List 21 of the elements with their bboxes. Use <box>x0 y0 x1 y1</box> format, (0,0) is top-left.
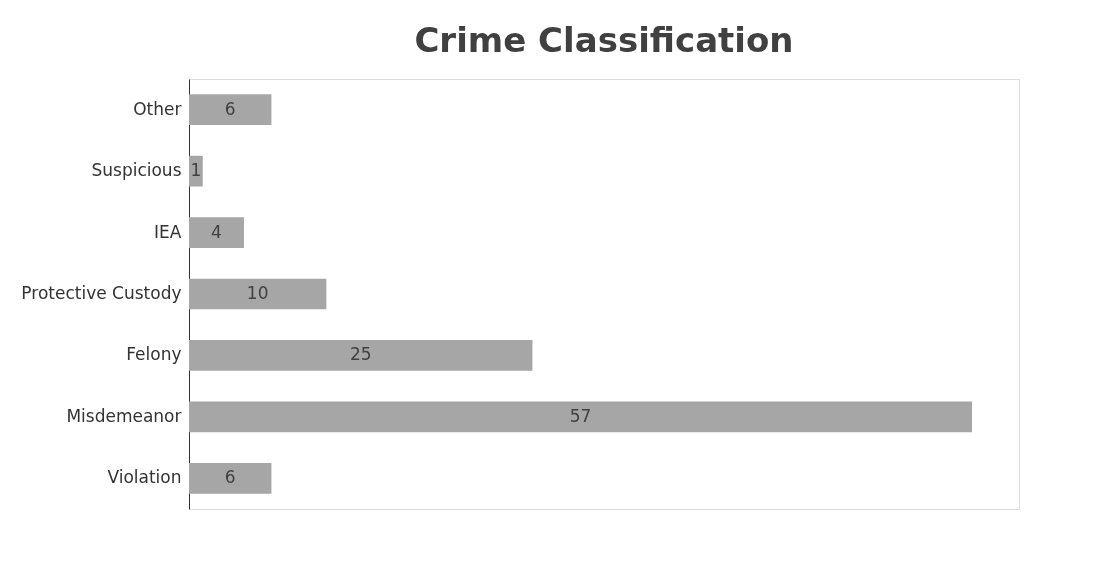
bar <box>189 94 272 126</box>
y-tick-label: Misdemeanor <box>66 405 182 426</box>
y-tick-label: Felony <box>126 344 182 365</box>
bar <box>189 340 533 371</box>
data-label: 10 <box>246 283 269 303</box>
y-tick-label: IEA <box>154 221 182 242</box>
data-label: 25 <box>349 344 372 365</box>
y-tick-label: Violation <box>107 467 182 488</box>
y-tick-label: Suspicious <box>91 160 182 181</box>
bar <box>189 278 327 310</box>
bar <box>189 462 272 494</box>
data-label: 1 <box>190 160 202 181</box>
data-label: 4 <box>211 221 222 242</box>
data-label: 57 <box>569 405 592 426</box>
bar <box>189 401 973 433</box>
y-tick-label: Protective Custody <box>21 283 182 303</box>
data-label: 6 <box>224 98 236 119</box>
bar <box>189 217 244 248</box>
chart-title: Crime Classification <box>414 20 794 60</box>
y-tick-label: Other <box>133 98 182 119</box>
data-label: 6 <box>224 467 236 488</box>
